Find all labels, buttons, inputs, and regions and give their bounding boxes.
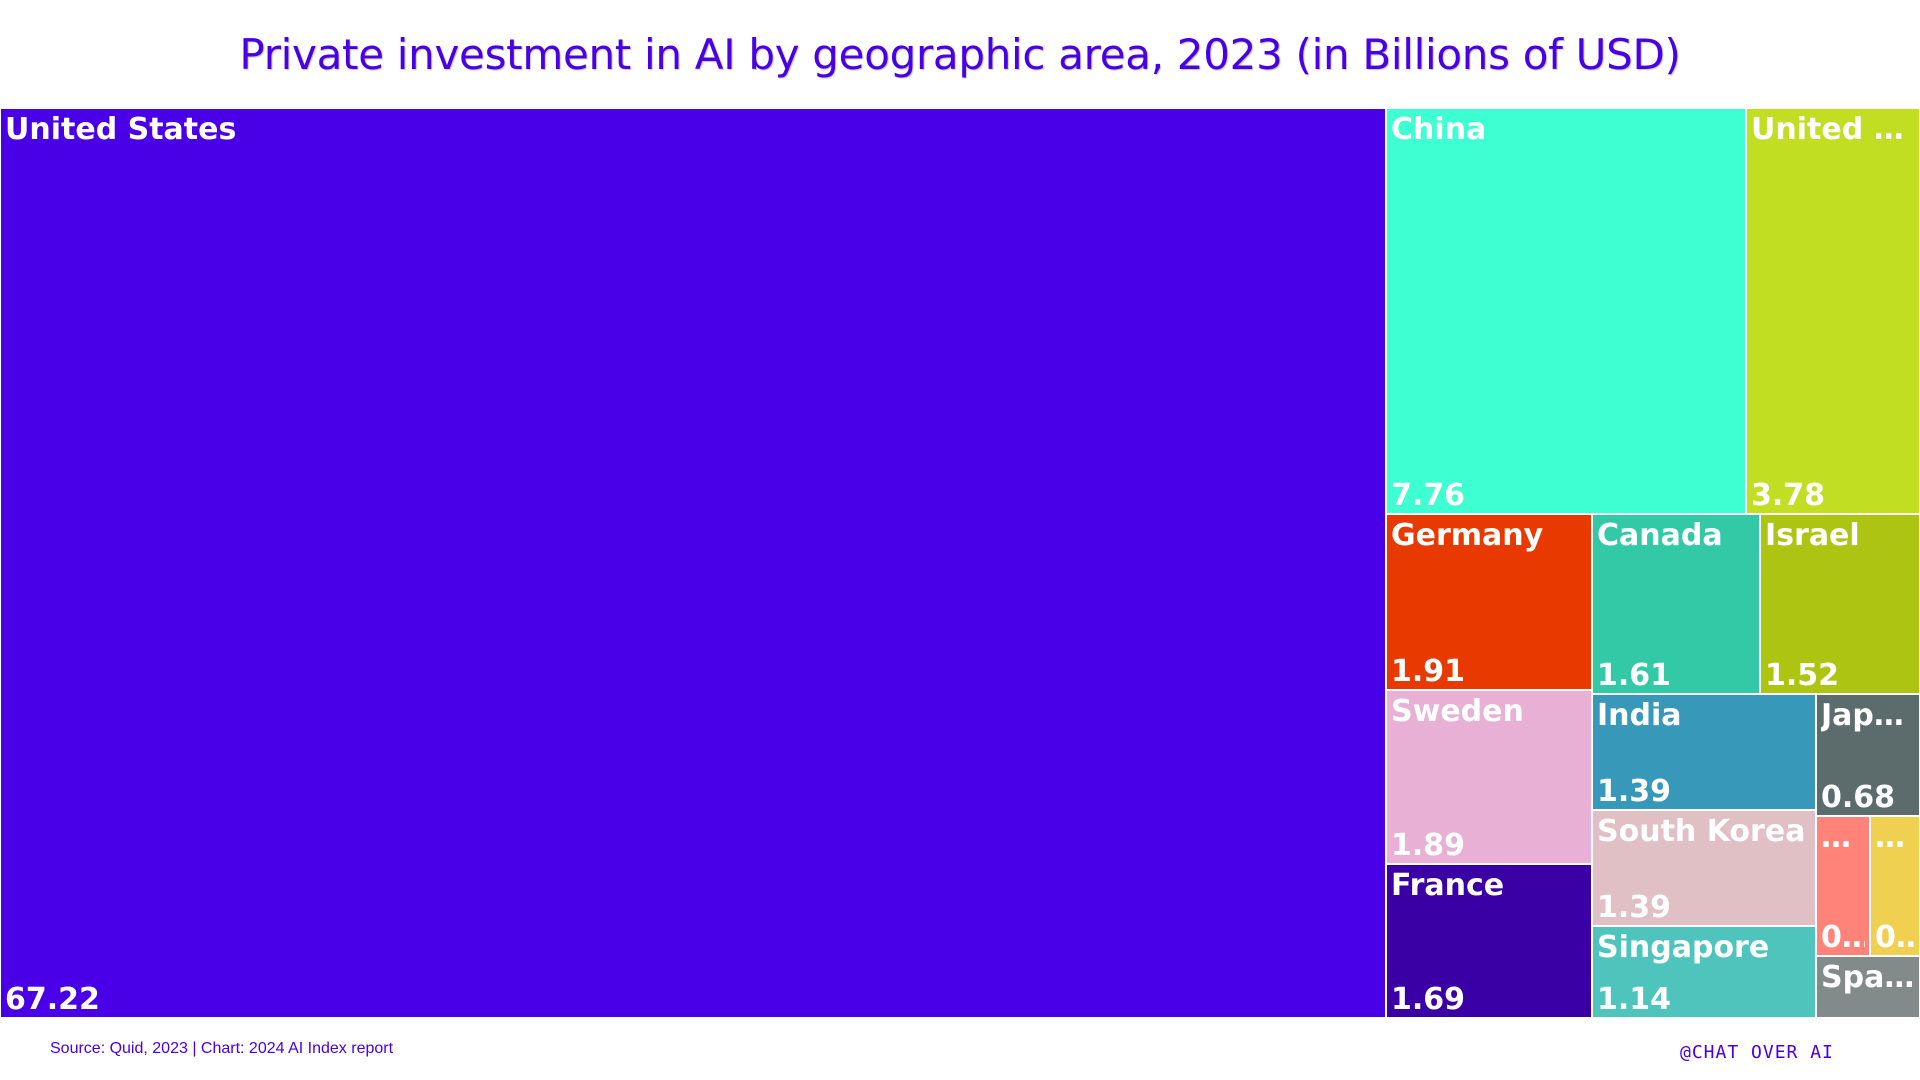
tile-name-label: Spain: [1821, 960, 1915, 995]
tile-value-label: 1.89: [1391, 828, 1466, 863]
treemap-tile-13: … 0…: [1870, 816, 1920, 956]
tile-value-label: 1.39: [1597, 890, 1672, 925]
treemap-tile-singapore: Singapore 1.14: [1592, 926, 1816, 1018]
tile-value-label: 0.68: [1821, 780, 1896, 815]
tile-name-label: Singapore: [1597, 930, 1770, 965]
tile-name-label: China: [1391, 112, 1487, 147]
treemap-tile-12: … 0…: [1816, 816, 1870, 956]
tile-name-label: United States: [5, 112, 237, 147]
tile-name-label: Israel: [1765, 518, 1860, 553]
treemap-tile-israel: Israel 1.52: [1760, 514, 1920, 694]
treemap-tile-china: China 7.76: [1386, 108, 1746, 514]
tile-name-label: United Ki…: [1751, 112, 1915, 147]
tile-value-label: 0…: [1875, 920, 1915, 955]
treemap-chart: United States 67.22 China 7.76 United Ki… 3.7…: [0, 108, 1920, 1018]
watermark-logo: @CHAT OVER AI: [1680, 1042, 1834, 1063]
tile-value-label: 67.22: [5, 982, 100, 1017]
tile-value-label: 7.76: [1391, 478, 1466, 513]
tile-name-label: Sweden: [1391, 694, 1524, 729]
tile-name-label: Japan: [1821, 698, 1915, 733]
tile-value-label: 3.78: [1751, 478, 1826, 513]
tile-name-label: Germany: [1391, 518, 1544, 553]
treemap-tile-spain: Spain: [1816, 956, 1920, 1018]
tile-value-label: 1.14: [1597, 982, 1672, 1017]
treemap-tile-france: France 1.69: [1386, 864, 1592, 1018]
chart-title: Private investment in AI by geographic a…: [239, 30, 1681, 79]
treemap-tile-sweden: Sweden 1.89: [1386, 690, 1592, 864]
tile-name-label: Canada: [1597, 518, 1723, 553]
tile-name-label: South Korea: [1597, 814, 1806, 849]
treemap-tile-japan: Japan 0.68: [1816, 694, 1920, 816]
treemap-tile-india: India 1.39: [1592, 694, 1816, 810]
treemap-tile-germany: Germany 1.91: [1386, 514, 1592, 690]
treemap-tile-south-korea: South Korea 1.39: [1592, 810, 1816, 926]
tile-name-label: …: [1821, 820, 1851, 855]
tile-value-label: 1.61: [1597, 658, 1672, 693]
source-note: Source: Quid, 2023 | Chart: 2024 AI Inde…: [50, 1040, 394, 1057]
tile-value-label: 1.69: [1391, 982, 1466, 1017]
tile-name-label: …: [1875, 820, 1905, 855]
treemap-tile-canada: Canada 1.61: [1592, 514, 1760, 694]
treemap-tile-united-kingdom: United Ki… 3.78: [1746, 108, 1920, 514]
tile-name-label: France: [1391, 868, 1505, 903]
tile-value-label: 0…: [1821, 920, 1865, 955]
tile-value-label: 1.39: [1597, 774, 1672, 809]
tile-name-label: India: [1597, 698, 1682, 733]
tile-value-label: 1.91: [1391, 654, 1466, 689]
treemap-tile-united-states: United States 67.22: [0, 108, 1386, 1018]
tile-value-label: 1.52: [1765, 658, 1840, 693]
